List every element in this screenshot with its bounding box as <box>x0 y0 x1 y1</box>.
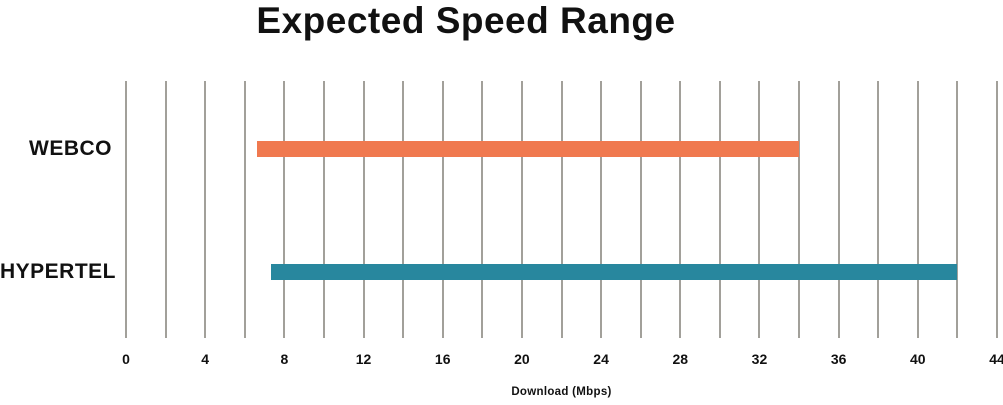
x-tick-label-0: 0 <box>122 351 130 367</box>
category-label-webco: WEBCO <box>29 136 112 160</box>
gridline-x-14 <box>402 81 405 338</box>
x-tick-label-20: 20 <box>514 351 530 367</box>
x-tick-label-16: 16 <box>434 351 451 367</box>
gridline-x-8 <box>283 81 286 338</box>
gridline-x-26 <box>639 81 642 338</box>
gridline-x-34 <box>798 81 801 338</box>
gridline-x-16 <box>441 81 444 338</box>
chart-title: Expected Speed Range <box>256 0 676 41</box>
gridline-x-6 <box>243 81 246 338</box>
gridline-x-4 <box>204 81 207 338</box>
gridline-x-18 <box>481 81 484 338</box>
category-label-hypertel: HYPERTEL <box>0 259 117 283</box>
x-tick-label-24: 24 <box>593 351 609 367</box>
gridline-x-0 <box>125 81 127 338</box>
x-tick-label-4: 4 <box>201 351 210 367</box>
gridline-x-32 <box>758 81 761 338</box>
gridline-x-38 <box>877 81 880 338</box>
range-bar-webco <box>256 140 800 157</box>
x-tick-label-44: 44 <box>989 351 1003 367</box>
gridline-x-10 <box>322 81 325 338</box>
x-tick-label-8: 8 <box>280 351 289 367</box>
x-tick-label-12: 12 <box>355 351 372 367</box>
gridline-x-30 <box>718 81 721 338</box>
x-tick-label-36: 36 <box>830 351 847 367</box>
gridline-x-42 <box>956 81 959 338</box>
gridline-x-40 <box>916 81 919 338</box>
gridline-x-24 <box>600 81 603 338</box>
x-tick-label-32: 32 <box>751 351 768 367</box>
gridline-x-20 <box>520 81 523 338</box>
gridline-x-28 <box>679 81 682 338</box>
gridline-x-22 <box>560 81 563 338</box>
x-tick-label-28: 28 <box>672 351 689 367</box>
gridline-x-36 <box>837 81 840 338</box>
gridline-x-12 <box>362 81 365 338</box>
gridline-x-2 <box>164 81 167 338</box>
range-bar-hypertel <box>270 263 958 280</box>
x-tick-label-40: 40 <box>910 351 926 367</box>
plot-area <box>125 81 998 338</box>
gridline-x-44 <box>996 81 998 338</box>
x-axis-title: Download (Mbps) <box>511 386 612 398</box>
